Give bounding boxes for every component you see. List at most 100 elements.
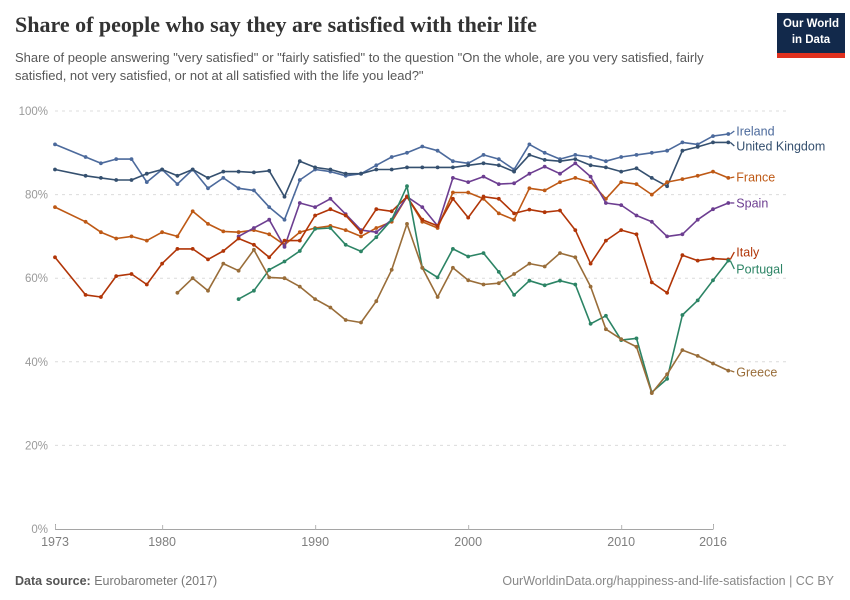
data-point-spain[interactable]: [573, 161, 578, 166]
data-point-portugal[interactable]: [527, 278, 532, 283]
data-point-united-kingdom[interactable]: [129, 178, 134, 182]
data-point-italy[interactable]: [297, 238, 302, 243]
data-point-portugal[interactable]: [252, 288, 256, 293]
series-label-portugal[interactable]: Portugal: [736, 263, 783, 277]
data-point-spain[interactable]: [634, 213, 639, 218]
data-point-greece[interactable]: [527, 261, 532, 266]
data-point-ireland[interactable]: [236, 186, 241, 191]
data-point-spain[interactable]: [374, 230, 379, 235]
data-point-italy[interactable]: [267, 255, 272, 260]
data-point-france[interactable]: [588, 180, 593, 185]
data-point-italy[interactable]: [160, 261, 165, 266]
data-point-ireland[interactable]: [527, 142, 532, 147]
data-point-spain[interactable]: [496, 182, 501, 187]
data-point-italy[interactable]: [512, 211, 516, 216]
data-point-ireland[interactable]: [481, 153, 486, 157]
data-point-ireland[interactable]: [420, 144, 425, 149]
data-point-greece[interactable]: [573, 255, 578, 260]
data-point-spain[interactable]: [481, 174, 486, 179]
data-point-ireland[interactable]: [680, 140, 685, 145]
data-point-greece[interactable]: [359, 320, 363, 325]
data-point-ireland[interactable]: [53, 142, 57, 147]
data-point-united-kingdom[interactable]: [527, 153, 532, 157]
data-point-ireland[interactable]: [83, 155, 88, 159]
data-point-united-kingdom[interactable]: [99, 176, 103, 180]
data-point-portugal[interactable]: [282, 259, 287, 264]
data-point-united-kingdom[interactable]: [512, 169, 516, 174]
data-point-united-kingdom[interactable]: [114, 178, 119, 182]
data-point-italy[interactable]: [680, 253, 685, 258]
data-point-ireland[interactable]: [405, 150, 409, 155]
data-point-united-kingdom[interactable]: [466, 163, 471, 168]
data-point-france[interactable]: [542, 188, 547, 193]
data-point-italy[interactable]: [129, 272, 134, 276]
data-point-spain[interactable]: [558, 171, 562, 176]
data-point-united-kingdom[interactable]: [206, 176, 210, 180]
attribution-link[interactable]: OurWorldinData.org/happiness-and-life-sa…: [502, 574, 834, 588]
data-point-france[interactable]: [634, 182, 639, 187]
data-point-italy[interactable]: [466, 215, 471, 220]
data-point-portugal[interactable]: [267, 267, 272, 272]
data-point-italy[interactable]: [190, 247, 195, 251]
data-point-greece[interactable]: [634, 344, 639, 349]
data-point-portugal[interactable]: [466, 254, 471, 259]
data-point-france[interactable]: [221, 229, 226, 234]
data-point-france[interactable]: [512, 217, 516, 222]
data-point-united-kingdom[interactable]: [619, 169, 624, 174]
data-point-spain[interactable]: [665, 234, 669, 239]
data-point-ireland[interactable]: [619, 155, 624, 159]
data-point-united-kingdom[interactable]: [144, 171, 149, 176]
data-point-ireland[interactable]: [175, 182, 180, 187]
series-label-ireland[interactable]: Ireland: [736, 125, 774, 139]
data-point-italy[interactable]: [282, 238, 287, 243]
series-label-france[interactable]: France: [736, 171, 775, 185]
data-point-france[interactable]: [297, 230, 302, 235]
data-point-italy[interactable]: [328, 207, 333, 212]
data-point-united-kingdom[interactable]: [374, 167, 379, 172]
data-point-ireland[interactable]: [496, 157, 501, 162]
data-point-greece[interactable]: [389, 267, 394, 272]
data-point-portugal[interactable]: [435, 275, 440, 280]
data-point-spain[interactable]: [328, 196, 333, 201]
data-point-italy[interactable]: [558, 208, 562, 213]
data-point-greece[interactable]: [175, 290, 180, 295]
data-point-portugal[interactable]: [374, 235, 379, 240]
data-point-united-kingdom[interactable]: [649, 176, 654, 180]
data-point-france[interactable]: [604, 196, 608, 201]
data-point-italy[interactable]: [236, 236, 241, 241]
data-point-france[interactable]: [496, 211, 501, 216]
data-point-greece[interactable]: [711, 361, 715, 366]
data-point-greece[interactable]: [374, 299, 379, 304]
data-point-united-kingdom[interactable]: [53, 167, 57, 172]
data-point-italy[interactable]: [496, 196, 501, 201]
data-point-greece[interactable]: [619, 337, 624, 342]
data-point-italy[interactable]: [649, 280, 654, 285]
data-point-portugal[interactable]: [588, 321, 593, 326]
data-point-spain[interactable]: [267, 217, 272, 222]
data-point-italy[interactable]: [83, 293, 88, 297]
data-point-greece[interactable]: [512, 272, 516, 276]
data-point-spain[interactable]: [649, 219, 654, 224]
series-label-united-kingdom[interactable]: United Kingdom: [736, 140, 825, 154]
data-point-united-kingdom[interactable]: [313, 165, 317, 170]
data-point-france[interactable]: [726, 176, 731, 180]
data-point-spain[interactable]: [680, 232, 685, 237]
data-point-greece[interactable]: [604, 327, 608, 332]
data-point-france[interactable]: [359, 234, 363, 239]
data-point-ireland[interactable]: [129, 157, 134, 162]
data-point-italy[interactable]: [542, 210, 547, 215]
data-point-france[interactable]: [236, 230, 241, 235]
series-label-greece[interactable]: Greece: [736, 366, 777, 380]
data-point-france[interactable]: [175, 234, 180, 239]
data-point-france[interactable]: [190, 209, 195, 214]
data-point-united-kingdom[interactable]: [252, 170, 256, 175]
series-label-spain[interactable]: Spain: [736, 197, 768, 211]
data-point-united-kingdom[interactable]: [175, 173, 180, 178]
data-point-portugal[interactable]: [313, 227, 317, 231]
data-point-portugal[interactable]: [695, 298, 700, 303]
data-point-ireland[interactable]: [573, 153, 578, 157]
data-point-spain[interactable]: [451, 176, 455, 180]
data-point-france[interactable]: [558, 180, 562, 185]
data-point-united-kingdom[interactable]: [160, 167, 165, 172]
data-point-spain[interactable]: [282, 245, 287, 249]
